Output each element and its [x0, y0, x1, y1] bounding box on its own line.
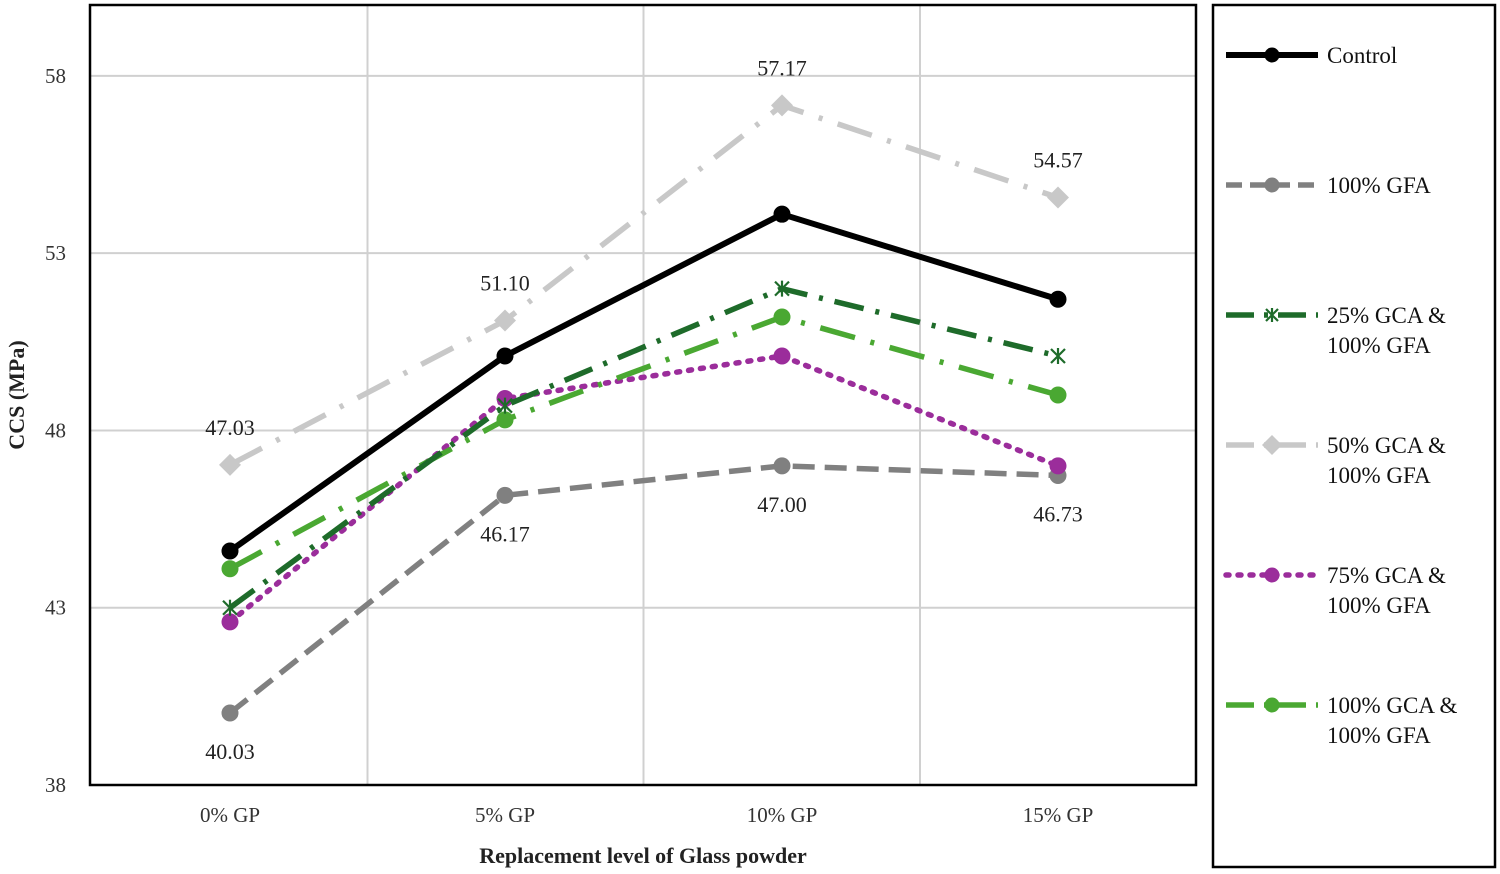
legend-label: 75% GCA &	[1327, 563, 1446, 588]
point-marker	[1264, 47, 1280, 63]
x-tick-label: 0% GP	[200, 803, 260, 827]
legend-box	[1211, 3, 1497, 869]
series-line	[227, 353, 1061, 625]
legend-label: 50% GCA &	[1327, 433, 1446, 458]
legend-label: 100% GFA	[1327, 593, 1431, 618]
y-tick-label: 48	[45, 418, 66, 442]
point-marker	[221, 613, 239, 631]
x-tick-label: 5% GP	[475, 803, 535, 827]
series-2	[222, 280, 1066, 616]
point-marker	[1047, 186, 1069, 209]
data-label: 46.73	[1033, 501, 1083, 526]
series-line	[228, 102, 1059, 468]
point-marker	[1049, 386, 1067, 404]
point-marker	[496, 486, 514, 504]
legend-item: 100% GFA	[1226, 173, 1431, 198]
series-lines	[219, 94, 1069, 722]
legend-item: 75% GCA & 100% GFA	[1223, 563, 1446, 618]
y-axis-ticks: 38 43 48 53 58	[45, 64, 66, 797]
point-marker	[773, 308, 791, 326]
legend-label: 100% GCA &	[1327, 693, 1457, 718]
y-tick-label: 53	[45, 241, 66, 265]
data-label: 47.03	[205, 415, 255, 440]
point-marker	[494, 309, 516, 332]
point-marker	[1265, 308, 1279, 322]
legend-label: 100% GFA	[1327, 333, 1431, 358]
data-label: 51.10	[480, 271, 530, 296]
x-tick-label: 10% GP	[747, 803, 818, 827]
data-labels: 47.03 51.10 57.17 54.57 40.03 46.17 47.00 46.73	[205, 55, 1083, 764]
plot-area-border	[88, 3, 1198, 787]
legend-label: 100% GFA	[1327, 463, 1431, 488]
data-label: 40.03	[205, 739, 255, 764]
x-axis-ticks: 0% GP 5% GP 10% GP 15% GP	[200, 803, 1093, 827]
point-marker	[1264, 567, 1280, 583]
point-marker	[1049, 290, 1067, 308]
point-marker	[1264, 697, 1280, 713]
legend-item: 100% GCA & 100% GFA	[1226, 693, 1457, 748]
point-marker	[1262, 435, 1282, 455]
point-marker	[774, 280, 790, 297]
x-tick-label: 15% GP	[1023, 803, 1094, 827]
point-marker	[219, 453, 241, 476]
grid-lines	[90, 5, 1196, 785]
series-line	[228, 211, 1059, 554]
legend-label: 100% GFA	[1327, 173, 1431, 198]
point-marker	[1049, 457, 1067, 475]
data-label: 47.00	[757, 492, 807, 517]
point-marker	[221, 704, 239, 722]
point-marker	[496, 347, 514, 365]
point-marker	[222, 599, 238, 616]
y-tick-label: 43	[45, 596, 66, 620]
y-tick-label: 38	[45, 773, 66, 797]
series-line	[228, 285, 1059, 610]
point-marker	[497, 397, 513, 414]
x-axis-title: Replacement level of Glass powder	[479, 843, 807, 868]
point-marker	[496, 411, 514, 429]
point-marker	[221, 560, 239, 578]
legend-label: 25% GCA &	[1327, 303, 1446, 328]
data-label: 54.57	[1033, 148, 1083, 173]
point-marker	[773, 205, 791, 223]
series-line	[228, 314, 1059, 572]
point-marker	[1050, 348, 1066, 364]
series-3	[219, 94, 1069, 476]
point-marker	[773, 457, 791, 475]
legend-item: 50% GCA & 100% GFA	[1226, 433, 1446, 488]
point-marker	[773, 347, 791, 365]
point-marker	[221, 542, 239, 560]
legend-label: 100% GFA	[1327, 723, 1431, 748]
series-line	[228, 463, 1059, 716]
point-marker	[1264, 177, 1280, 193]
y-axis-title: CCS (MPa)	[4, 340, 29, 449]
point-marker	[771, 94, 793, 117]
series-5	[221, 308, 1067, 578]
legend-item: Control	[1226, 43, 1397, 68]
data-label: 46.17	[480, 521, 530, 546]
legend-item: 25% GCA & 100% GFA	[1226, 303, 1446, 358]
series-0	[221, 205, 1067, 560]
legend-label: Control	[1327, 43, 1397, 68]
y-tick-label: 58	[45, 64, 66, 88]
data-label: 57.17	[757, 55, 807, 80]
